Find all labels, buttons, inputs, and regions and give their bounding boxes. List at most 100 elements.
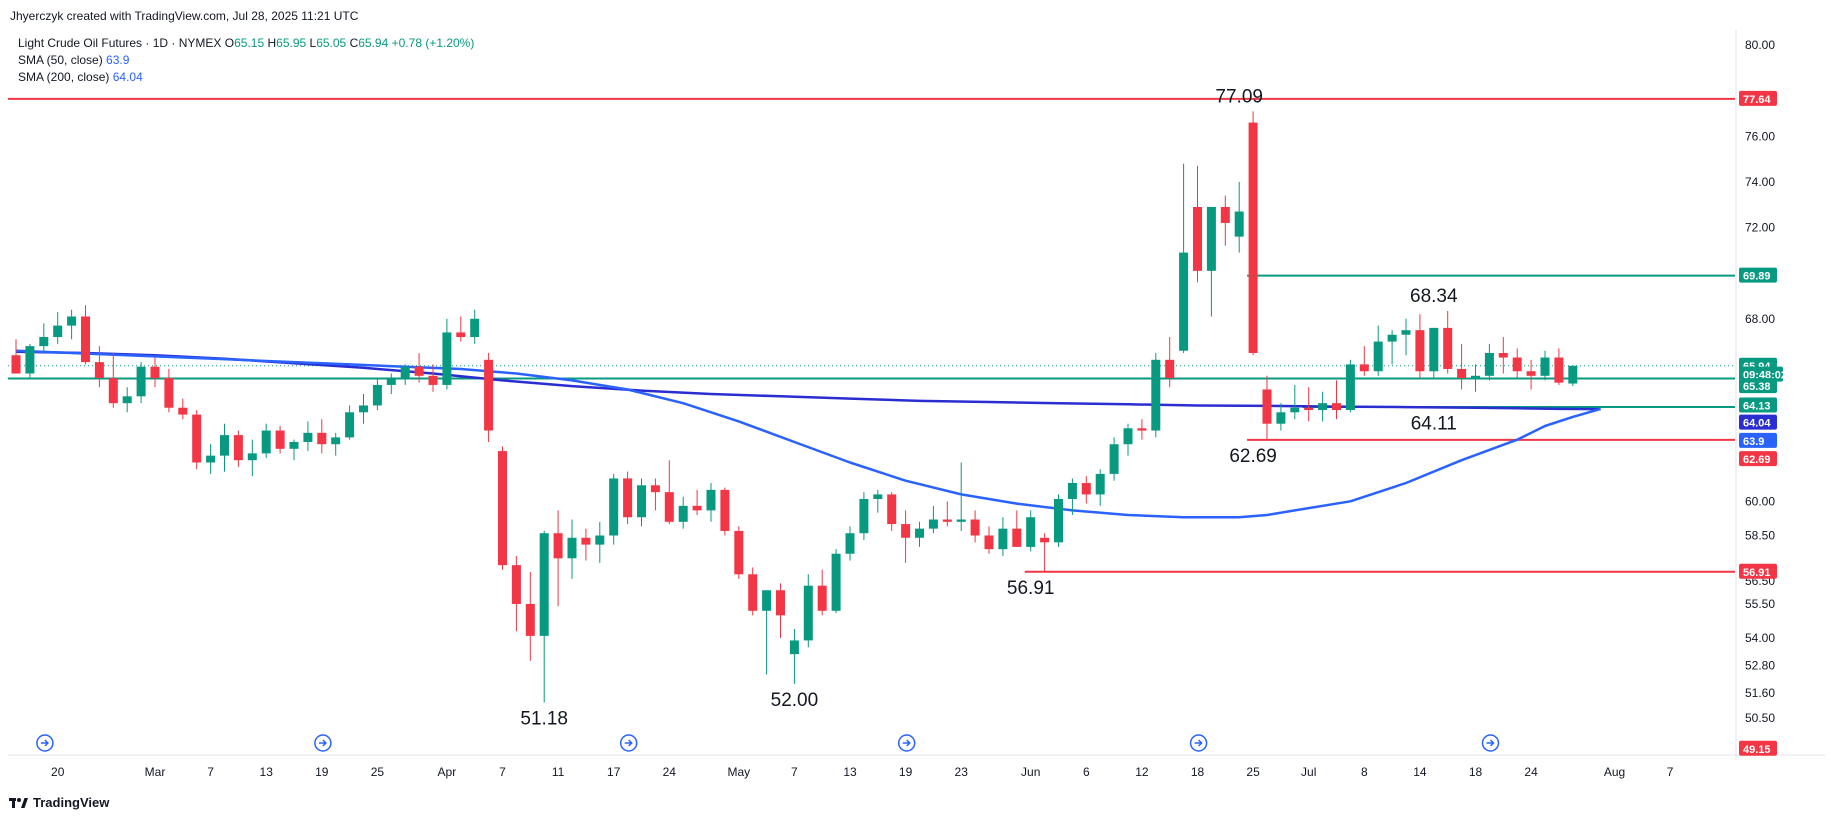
candle bbox=[414, 352, 424, 383]
open-label: O bbox=[224, 36, 235, 50]
candle-body bbox=[484, 359, 494, 431]
candle bbox=[108, 352, 118, 408]
price-tag-label: 64.13 bbox=[1743, 400, 1771, 412]
candle bbox=[1040, 533, 1050, 572]
sma50-legend[interactable]: SMA (50, close) 63.9 bbox=[18, 53, 129, 67]
sma200-legend[interactable]: SMA (200, close) 64.04 bbox=[18, 70, 143, 84]
candle bbox=[637, 478, 646, 527]
price-annotation: 62.69 bbox=[1229, 446, 1277, 467]
candle bbox=[1179, 163, 1189, 353]
candle bbox=[623, 471, 633, 525]
candle bbox=[956, 462, 966, 531]
candle bbox=[970, 510, 980, 543]
x-tick-label: 6 bbox=[1083, 765, 1090, 779]
candle bbox=[94, 346, 104, 388]
tradingview-brand[interactable]: TradingView bbox=[9, 795, 109, 810]
candle bbox=[1276, 403, 1286, 431]
candle bbox=[1484, 343, 1494, 381]
price-tag: 49.15 bbox=[1739, 740, 1777, 756]
x-tick-label: 11 bbox=[552, 765, 565, 779]
candle-body bbox=[233, 435, 243, 461]
candle-body bbox=[845, 533, 855, 554]
candle-body bbox=[317, 432, 327, 445]
candle-body bbox=[178, 407, 188, 415]
x-tick-label: May bbox=[727, 765, 750, 779]
candle bbox=[1109, 437, 1119, 481]
x-tick-label: 7 bbox=[499, 765, 506, 779]
symbol-name: Light Crude Oil Futures · 1D · NYMEX bbox=[18, 36, 222, 50]
price-tag-bg bbox=[1739, 378, 1777, 394]
candle bbox=[762, 590, 772, 675]
candle bbox=[1568, 365, 1578, 387]
candle-body bbox=[1318, 403, 1328, 411]
candle-body bbox=[1359, 364, 1369, 372]
event-marker-arrow bbox=[40, 739, 49, 747]
candle bbox=[803, 574, 813, 648]
candle bbox=[1387, 330, 1397, 365]
dividend-event-icon[interactable] bbox=[314, 734, 332, 752]
candle bbox=[178, 398, 188, 420]
candle bbox=[859, 492, 869, 541]
candle-body bbox=[650, 485, 660, 493]
candle bbox=[359, 394, 368, 424]
x-tick-label: Jun bbox=[1021, 765, 1040, 779]
candle bbox=[553, 510, 563, 607]
candle-body bbox=[275, 430, 285, 449]
candle-body bbox=[1026, 517, 1036, 547]
candle-body bbox=[511, 565, 521, 604]
candle bbox=[1012, 510, 1022, 547]
candles bbox=[11, 111, 1578, 703]
dividend-event-icon[interactable] bbox=[619, 734, 638, 752]
candle bbox=[428, 364, 438, 392]
candle-body bbox=[1276, 412, 1286, 424]
candle bbox=[525, 571, 535, 661]
candle bbox=[53, 311, 63, 344]
price-annotation: 64.11 bbox=[1411, 414, 1457, 435]
candle bbox=[1151, 352, 1161, 438]
sma50-value: 63.9 bbox=[106, 53, 130, 67]
candle-body bbox=[1498, 352, 1508, 358]
candle-body bbox=[400, 366, 410, 379]
candle bbox=[1206, 206, 1216, 317]
open-value: 65.15 bbox=[234, 36, 265, 50]
candle-body bbox=[164, 378, 174, 408]
candle-body bbox=[1540, 357, 1550, 376]
price-tag-label: 56.91 bbox=[1743, 567, 1771, 579]
candle-body bbox=[11, 355, 21, 374]
price-tag-bg bbox=[1739, 90, 1777, 106]
candle-body bbox=[539, 533, 549, 636]
x-tick-label: 7 bbox=[1667, 765, 1674, 779]
symbol-legend[interactable]: Light Crude Oil Futures · 1D · NYMEX O65… bbox=[18, 36, 474, 50]
candle bbox=[1457, 343, 1467, 390]
sma200-label: SMA (200, close) bbox=[18, 70, 110, 84]
candle-body bbox=[623, 478, 633, 518]
candle-body bbox=[831, 553, 841, 611]
candle-body bbox=[1568, 365, 1578, 384]
candle-body bbox=[1165, 359, 1175, 379]
candle-body bbox=[734, 530, 744, 575]
candle-body bbox=[39, 337, 49, 347]
candle-body bbox=[706, 489, 716, 511]
candle bbox=[484, 352, 494, 442]
y-tick-label: 80.00 bbox=[1745, 38, 1775, 52]
dividend-event-icon[interactable] bbox=[897, 734, 916, 752]
x-tick-label: 23 bbox=[955, 765, 969, 779]
candle bbox=[901, 510, 911, 563]
dividend-event-icon[interactable] bbox=[1189, 734, 1208, 752]
dividend-event-icon[interactable] bbox=[1481, 734, 1500, 752]
price-axis: 80.0076.0074.0072.0068.0060.0058.5056.50… bbox=[1745, 38, 1775, 725]
dividend-event-icon[interactable] bbox=[36, 734, 54, 752]
x-tick-label: 17 bbox=[607, 765, 621, 779]
price-annotation: 52.00 bbox=[771, 690, 819, 711]
candle-body bbox=[192, 414, 202, 463]
candle bbox=[942, 501, 952, 527]
candle-body bbox=[456, 332, 466, 338]
y-tick-label: 55.50 bbox=[1745, 597, 1775, 611]
sma200-value: 64.04 bbox=[112, 70, 143, 84]
candle bbox=[498, 446, 507, 570]
candle-body bbox=[1443, 327, 1453, 369]
candle-body bbox=[901, 524, 911, 538]
candle bbox=[1248, 111, 1258, 356]
price-tag-label: 63.9 bbox=[1743, 436, 1764, 448]
